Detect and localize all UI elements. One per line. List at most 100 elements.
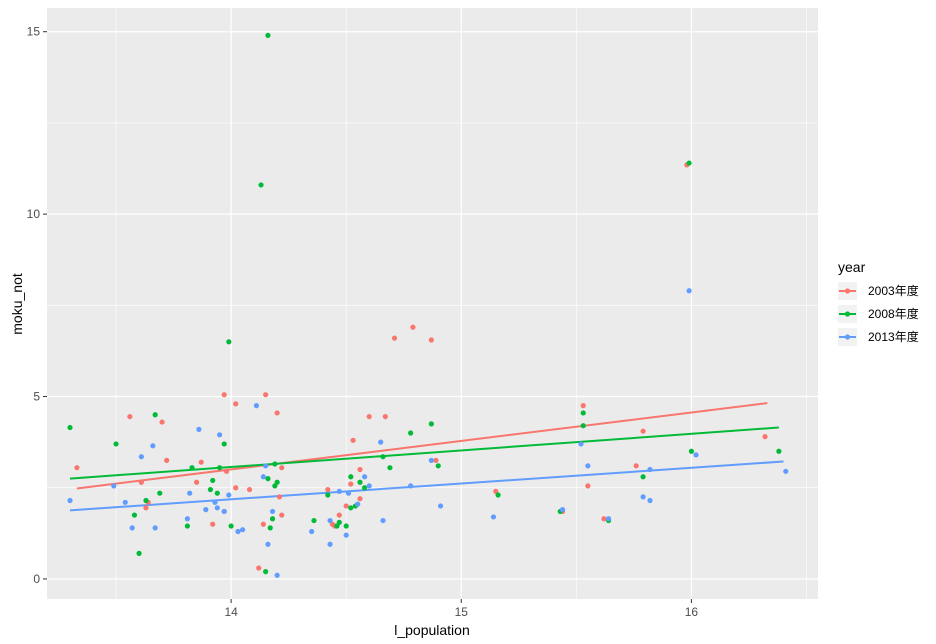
data-point bbox=[138, 479, 144, 485]
data-point bbox=[327, 541, 333, 547]
data-point bbox=[217, 465, 223, 471]
data-point bbox=[269, 508, 276, 515]
data-point bbox=[585, 463, 591, 469]
data-point bbox=[350, 437, 356, 443]
data-point bbox=[336, 488, 342, 494]
data-point bbox=[343, 532, 349, 538]
legend-key bbox=[838, 328, 857, 346]
data-point bbox=[437, 503, 444, 509]
data-point bbox=[686, 160, 692, 166]
data-point bbox=[688, 448, 695, 454]
data-point bbox=[233, 485, 239, 491]
data-point bbox=[279, 465, 285, 471]
data-point bbox=[263, 569, 269, 575]
x-tick-label: 15 bbox=[455, 605, 469, 619]
data-point bbox=[184, 516, 190, 522]
data-point bbox=[223, 468, 230, 474]
x-axis: 14 15 16 bbox=[224, 599, 698, 619]
data-point bbox=[235, 528, 241, 535]
data-point bbox=[129, 525, 135, 531]
trend-line-1 bbox=[69, 426, 779, 480]
data-point bbox=[210, 477, 216, 484]
data-point bbox=[276, 494, 283, 500]
x-tick-label: 14 bbox=[224, 605, 238, 619]
data-point bbox=[366, 413, 372, 420]
data-point bbox=[136, 550, 142, 556]
data-point bbox=[362, 474, 368, 480]
data-point bbox=[357, 466, 363, 473]
data-point bbox=[226, 492, 232, 498]
data-point bbox=[150, 443, 156, 449]
data-point bbox=[357, 496, 363, 502]
data-point bbox=[380, 454, 386, 460]
data-point bbox=[267, 525, 273, 531]
data-point bbox=[207, 486, 214, 493]
data-point bbox=[382, 413, 388, 420]
y-tick-label: 5 bbox=[33, 390, 40, 404]
data-point bbox=[221, 392, 227, 398]
data-point bbox=[408, 483, 414, 489]
data-point bbox=[74, 465, 80, 471]
data-point bbox=[343, 523, 349, 529]
data-point bbox=[233, 401, 239, 407]
data-point bbox=[203, 507, 209, 513]
data-point bbox=[490, 514, 497, 520]
data-point bbox=[226, 339, 232, 345]
data-point bbox=[640, 494, 646, 500]
legend-key bbox=[838, 282, 857, 300]
data-point bbox=[279, 512, 285, 518]
legend-label: 2013年度 bbox=[868, 329, 919, 344]
data-point bbox=[640, 474, 646, 480]
trend-lines bbox=[69, 402, 784, 512]
data-point bbox=[585, 483, 591, 489]
legend: year 2003年度 2008年度 2013年度 bbox=[838, 259, 919, 346]
data-point bbox=[391, 335, 398, 341]
data-point bbox=[143, 497, 149, 504]
data-point bbox=[428, 457, 434, 463]
data-point bbox=[67, 497, 73, 504]
y-tick-label: 0 bbox=[33, 572, 40, 586]
data-point bbox=[605, 516, 612, 522]
legend-key-point bbox=[844, 311, 851, 317]
data-point bbox=[495, 492, 501, 498]
legend-label: 2003年度 bbox=[868, 283, 919, 298]
data-point bbox=[336, 512, 342, 518]
data-point bbox=[580, 423, 586, 429]
data-point bbox=[428, 337, 434, 343]
legend-key-point bbox=[844, 288, 851, 294]
trend-line-0 bbox=[76, 402, 768, 490]
data-point bbox=[633, 463, 639, 469]
data-point bbox=[343, 503, 349, 509]
data-point bbox=[309, 528, 315, 535]
data-point bbox=[311, 517, 317, 524]
data-point bbox=[189, 465, 195, 471]
y-axis: 0 5 10 15 bbox=[27, 25, 47, 586]
data-point bbox=[164, 457, 170, 463]
data-point bbox=[410, 324, 416, 330]
data-point bbox=[228, 523, 234, 529]
data-point bbox=[348, 481, 354, 487]
data-point bbox=[435, 463, 441, 469]
data-point bbox=[159, 419, 165, 425]
data-point bbox=[274, 410, 280, 416]
data-point bbox=[601, 516, 607, 522]
data-point bbox=[265, 541, 271, 547]
legend-title: year bbox=[838, 259, 866, 275]
data-point bbox=[187, 490, 193, 496]
data-point bbox=[246, 486, 253, 493]
data-point bbox=[433, 457, 439, 463]
data-point bbox=[783, 468, 789, 474]
data-point bbox=[212, 499, 218, 505]
data-point bbox=[408, 430, 414, 436]
data-point bbox=[580, 410, 586, 416]
data-point bbox=[67, 424, 73, 431]
data-point bbox=[387, 465, 393, 471]
data-point bbox=[269, 516, 276, 522]
data-point bbox=[559, 507, 566, 513]
data-point bbox=[378, 439, 384, 445]
y-tick-label: 15 bbox=[27, 25, 41, 39]
data-point bbox=[265, 32, 271, 38]
legend-key-point bbox=[844, 334, 851, 340]
data-point bbox=[263, 463, 269, 469]
